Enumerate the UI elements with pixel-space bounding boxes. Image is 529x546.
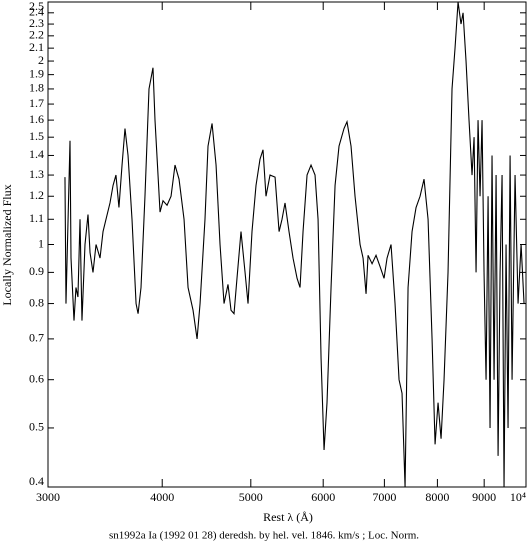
y-tick-label: 1.2 (29, 188, 44, 202)
y-tick-label: 0.4 (29, 474, 44, 488)
y-tick-label: 2 (38, 53, 44, 67)
y-tick-label: 1.8 (29, 81, 44, 95)
plot-frame (47, 1, 527, 488)
x-tick-label: 5000 (239, 490, 263, 504)
x-tick-label: 4000 (150, 490, 174, 504)
spectrum-line (64, 1, 525, 488)
caption: sn1992a Ia (1992 01 28) deredsh. by hel.… (109, 530, 419, 542)
y-tick-label: 1.4 (29, 147, 44, 161)
y-tick-label: 2.3 (29, 16, 44, 30)
y-tick-label: 2.4 (29, 5, 44, 19)
x-tick-label: 6000 (311, 490, 335, 504)
y-tick-label: 1.5 (29, 129, 44, 143)
x-tick-label: 10⁴ (510, 490, 526, 504)
y-tick-label: 1 (38, 236, 44, 250)
x-axis-label: Rest λ (Å) (263, 510, 313, 524)
y-tick-label: 1.6 (29, 112, 44, 126)
y-tick-label: 0.5 (29, 420, 44, 434)
y-tick-label: 2.2 (29, 28, 44, 42)
y-tick-label: 1.3 (29, 167, 44, 181)
y-tick-label: 0.7 (29, 331, 44, 345)
y-tick-label: 0.6 (29, 371, 44, 385)
x-tick-label: 9000 (472, 490, 496, 504)
y-tick-label: 1.1 (29, 211, 44, 225)
x-tick-label: 7000 (372, 490, 396, 504)
y-tick-label: 2.5 (29, 0, 44, 13)
y-tick-label: 0.9 (29, 264, 44, 278)
y-axis-label: Locally Normalized Flux (0, 184, 14, 305)
y-tick-label: 2.1 (29, 40, 44, 54)
y-tick-label: 1.9 (29, 66, 44, 80)
x-tick-label: 8000 (425, 490, 449, 504)
y-tick-label: 0.8 (29, 295, 44, 309)
x-tick-label: 3000 (36, 490, 60, 504)
y-tick-label: 1.7 (29, 96, 44, 110)
